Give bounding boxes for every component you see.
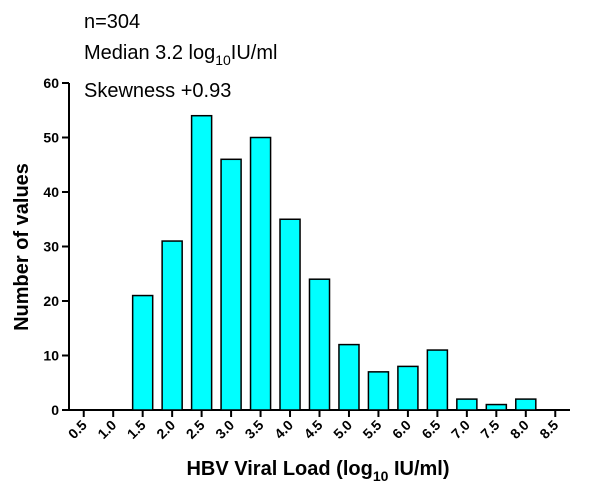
- x-tick-label: 5.5: [359, 417, 384, 442]
- annotation-median-sub: 10: [215, 52, 231, 68]
- x-tick-label: 4.0: [271, 417, 296, 442]
- bar-5.5: [367, 371, 390, 411]
- bar-5.0: [338, 343, 360, 411]
- x-tick-label: 2.5: [183, 417, 208, 442]
- x-tick-label: 7.5: [477, 417, 502, 442]
- x-axis-label: HBV Viral Load (log10 IU/ml): [186, 458, 449, 484]
- x-tick-label: 5.0: [330, 417, 355, 442]
- x-tick-label: 3.0: [212, 417, 237, 442]
- x-tick-label: 3.5: [242, 417, 267, 442]
- annotation-n: n=304: [84, 11, 140, 33]
- x-tick-label: 7.0: [448, 417, 473, 442]
- x-tick-label: 0.5: [65, 417, 90, 442]
- bar-6.0: [397, 365, 419, 411]
- bar-8.0: [515, 398, 537, 411]
- x-tick-label: 1.0: [94, 417, 119, 442]
- x-tick-label: 1.5: [124, 417, 149, 442]
- x-axis-label-sub: 10: [373, 468, 389, 484]
- y-tick-label: 60: [43, 75, 59, 91]
- bar-1.5: [131, 294, 154, 411]
- x-tick-label: 8.5: [536, 417, 561, 442]
- y-axis-ticks: 0 10 20 30 40 50 60: [43, 75, 69, 418]
- x-tick-label: 6.0: [389, 417, 414, 442]
- annotation-median-suffix: IU/ml: [231, 42, 278, 64]
- y-tick-label: 20: [43, 293, 59, 309]
- annotation-median-prefix: Median 3.2 log: [84, 42, 215, 64]
- bar-4.0: [279, 218, 301, 411]
- y-tick-label: 10: [43, 348, 59, 364]
- annotation-skewness: Skewness +0.93: [84, 80, 231, 102]
- x-axis-label-prefix: HBV Viral Load (log: [186, 458, 372, 480]
- x-axis-label-suffix: IU/ml): [388, 458, 449, 480]
- bar-7.0: [456, 398, 478, 411]
- x-axis-ticks: 0.5 1.0 1.5 2.0 2.5 3.0 3.5 4.0 4.5 5.0 5.5 6.0 6.5 7…: [65, 410, 562, 442]
- x-tick-label: 8.0: [507, 417, 532, 442]
- bar-3.5: [249, 136, 272, 411]
- bars: [131, 114, 537, 411]
- x-tick-label: 6.5: [418, 417, 443, 442]
- bar-4.5: [308, 278, 331, 411]
- x-tick-label: 2.0: [153, 417, 178, 442]
- y-tick-label: 50: [43, 130, 59, 146]
- annotation-median: Median 3.2 log10IU/ml: [84, 42, 277, 68]
- bar-6.5: [426, 349, 449, 411]
- bar-7.5: [485, 403, 508, 411]
- bar-3.0: [220, 158, 242, 411]
- y-tick-label: 30: [43, 239, 59, 255]
- bar-2.0: [161, 240, 183, 411]
- x-tick-label: 4.5: [301, 417, 326, 442]
- y-axis-label: Number of values: [11, 163, 33, 331]
- y-tick-label: 0: [51, 402, 59, 418]
- y-tick-label: 40: [43, 184, 59, 200]
- bar-2.5: [190, 114, 213, 411]
